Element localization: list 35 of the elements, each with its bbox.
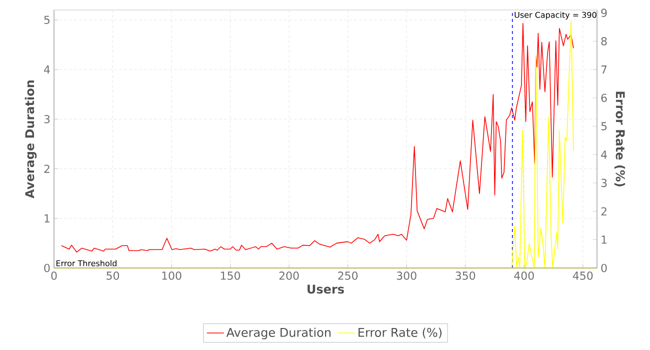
y2-tick-label: 2 [601,207,606,216]
y2-tick-label: 1 [602,236,607,244]
ref-line-label: Error Threshold [56,260,116,266]
x-tick-label: 250 [338,272,358,280]
x-tick-label: 100 [162,272,182,280]
x-tick-label: 350 [456,272,476,280]
legend-label: Error Rate (%) [358,328,442,338]
y-tick-label: 3 [44,115,50,124]
y2-tick-label: 9 [601,8,607,17]
line-series [61,22,574,253]
y-tick-label: 1 [44,214,50,222]
y-tick-label: 0 [44,264,50,272]
y2-tick-label: 7 [601,66,607,74]
y2-tick-label: 4 [601,150,607,159]
y2-axis-title: Error Rate (%) [614,92,626,186]
y2-tick-label: 6 [601,94,607,102]
x-tick-label: 400 [514,272,534,280]
x-tick-label: 0 [51,272,57,280]
y-axis-title: Average Duration [24,80,37,198]
line-series [511,20,574,268]
x-tick-label: 150 [221,272,240,280]
legend-label: Average Duration [226,328,331,340]
y2-tick-label: 8 [601,37,607,46]
x-tick-label: 300 [396,272,416,280]
x-axis-title: Users [308,284,344,294]
y-tick-label: 2 [44,164,50,173]
y-tick-label: 5 [44,16,50,24]
y2-tick-label: 0 [601,264,607,272]
ref-line-label: User Capacity = 390 [514,12,596,20]
x-tick-label: 450 [572,272,593,280]
y2-tick-label: 5 [601,122,607,130]
x-tick-label: 200 [279,272,299,280]
x-tick-label: 50 [106,272,120,280]
y2-tick-label: 3 [601,178,607,188]
y-tick-label: 4 [44,66,50,74]
